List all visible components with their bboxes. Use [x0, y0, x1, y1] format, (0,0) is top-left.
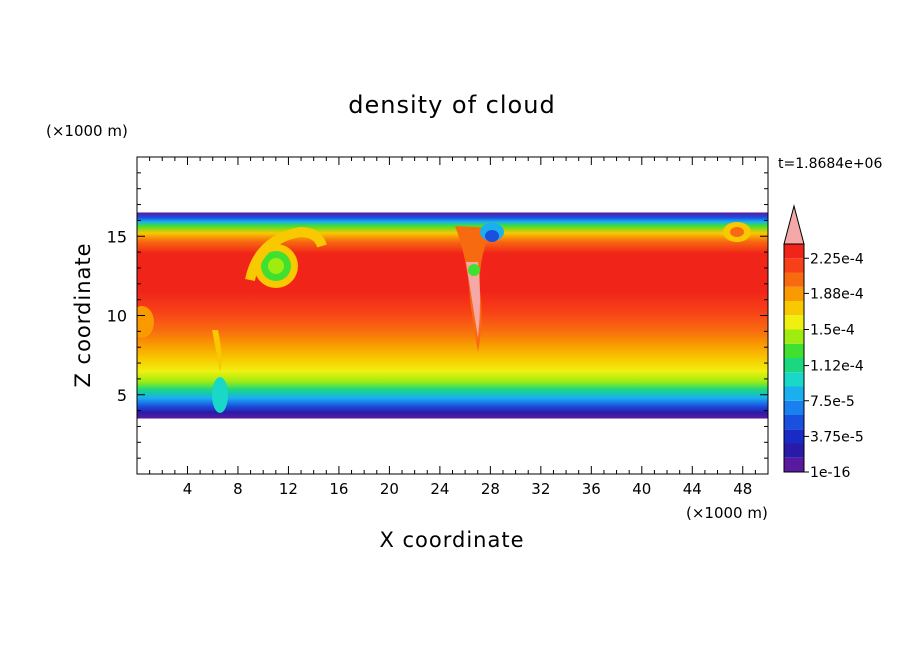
vortex-right-core — [730, 227, 744, 237]
y-axis: 5 10 15 — [107, 172, 768, 459]
colorbar-level — [784, 400, 804, 415]
x-tick-label: 48 — [733, 480, 752, 498]
x-tick-label: 24 — [430, 480, 449, 498]
downdraft-green — [468, 264, 480, 276]
y-unit-label: (×1000 m) — [46, 122, 128, 140]
x-tick-label: 4 — [183, 480, 193, 498]
x-tick-label: 44 — [683, 480, 702, 498]
x-tick-label: 28 — [481, 480, 500, 498]
colorbar-level — [784, 457, 804, 472]
colorbar-extend-arrow — [783, 204, 805, 245]
top-notch-inner — [485, 230, 499, 242]
colorbar: 1e-16 3.75e-5 7.5e-5 1.12e-4 1.5e-4 1.88e-4 2.… — [783, 204, 864, 481]
x-tick-label: 20 — [380, 480, 399, 498]
colorbar-level — [784, 286, 804, 301]
chart-title: density of cloud — [348, 91, 555, 119]
colorbar-level — [784, 315, 804, 330]
colorbar-frame — [783, 243, 805, 473]
colorbar-level — [784, 272, 804, 287]
x-axis: 4 8 12 16 20 24 28 32 36 40 44 48 — [149, 157, 756, 498]
colorbar-level — [784, 258, 804, 273]
x-tick-label: 8 — [233, 480, 243, 498]
colorbar-level — [784, 443, 804, 458]
y-tick-label: 10 — [107, 307, 127, 326]
downdraft-core — [466, 262, 480, 338]
x-axis-label: X coordinate — [379, 528, 524, 552]
colorbar-label: 7.5e-5 — [810, 394, 855, 410]
colorbar-label: 1.5e-4 — [810, 323, 855, 339]
vortex-left-core — [268, 258, 284, 274]
colorbar-label: 1.88e-4 — [810, 286, 864, 302]
y-tick-label: 5 — [117, 386, 127, 405]
cloud-features — [137, 222, 751, 413]
y-axis-label: Z coordinate — [71, 242, 95, 387]
colorbar-level — [784, 244, 804, 259]
time-label: t=1.8684e+06 — [778, 156, 882, 172]
colorbar-level — [784, 343, 804, 358]
x-tick-label: 16 — [329, 480, 348, 498]
colorbar-level — [784, 429, 804, 444]
x-tick-label: 40 — [632, 480, 651, 498]
colorbar-label: 1e-16 — [810, 465, 850, 481]
x-tick-label: 32 — [531, 480, 550, 498]
low-plume — [212, 330, 222, 372]
colorbar-label: 2.25e-4 — [810, 251, 864, 267]
colorbar-level — [784, 372, 804, 387]
cloud-density-field — [137, 212, 768, 419]
edge-blob — [137, 306, 154, 338]
colorbar-level — [784, 415, 804, 430]
vortex-left-arm — [245, 226, 327, 282]
colorbar-label: 3.75e-5 — [810, 429, 864, 445]
x-unit-label: (×1000 m) — [686, 504, 768, 522]
colorbar-label: 1.12e-4 — [810, 359, 864, 375]
x-tick-label: 36 — [582, 480, 601, 498]
x-tick-label: 12 — [279, 480, 298, 498]
low-plume-base — [212, 377, 228, 413]
y-tick-label: 15 — [107, 227, 127, 246]
colorbar-level — [784, 386, 804, 401]
plot-area — [137, 212, 768, 419]
colorbar-level — [784, 301, 804, 316]
colorbar-level — [784, 358, 804, 373]
cloud-layer — [137, 212, 768, 419]
colorbar-level — [784, 329, 804, 344]
